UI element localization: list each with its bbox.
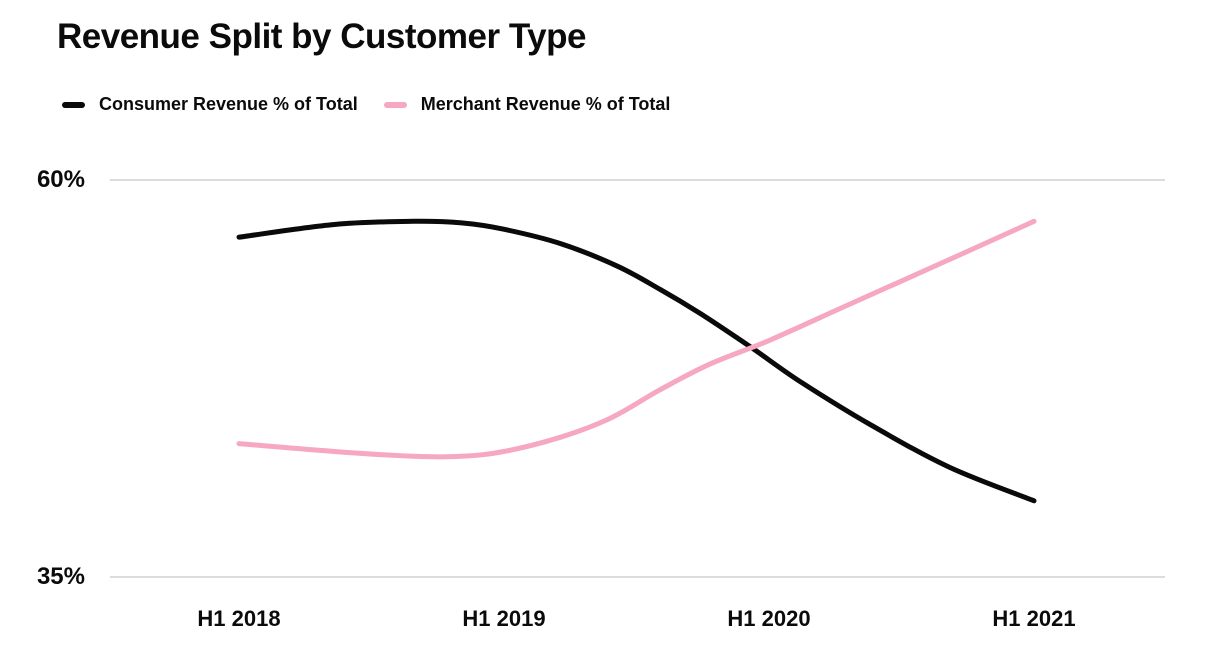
legend-item-consumer: Consumer Revenue % of Total <box>62 94 358 115</box>
consumer-line <box>236 218 1037 504</box>
y-axis-label-35: 35% <box>36 563 85 590</box>
legend-label-merchant: Merchant Revenue % of Total <box>420 94 671 114</box>
x-axis-label-h1-2021: H1 2021 <box>992 606 1076 631</box>
merchant-line <box>236 218 1037 460</box>
gridline-60pct <box>110 179 1165 181</box>
x-axis-label-h1-2018: H1 2018 <box>197 606 281 631</box>
x-axis-label-h1-2020: H1 2020 <box>727 606 811 631</box>
gridline-35pct <box>110 576 1165 578</box>
legend-label-consumer: Consumer Revenue % of Total <box>99 94 358 114</box>
y-axis-label-60: 60% <box>36 166 85 193</box>
x-axis-label-h1-2019: H1 2019 <box>462 606 546 631</box>
legend-item-merchant: Merchant Revenue % of Total <box>383 94 671 115</box>
chart-title: Revenue Split by Customer Type <box>57 17 586 56</box>
chart-legend: Consumer Revenue % of Total Merchant Rev… <box>62 94 670 115</box>
legend-swatch-merchant-icon <box>383 101 407 108</box>
legend-swatch-consumer-icon <box>62 101 85 108</box>
